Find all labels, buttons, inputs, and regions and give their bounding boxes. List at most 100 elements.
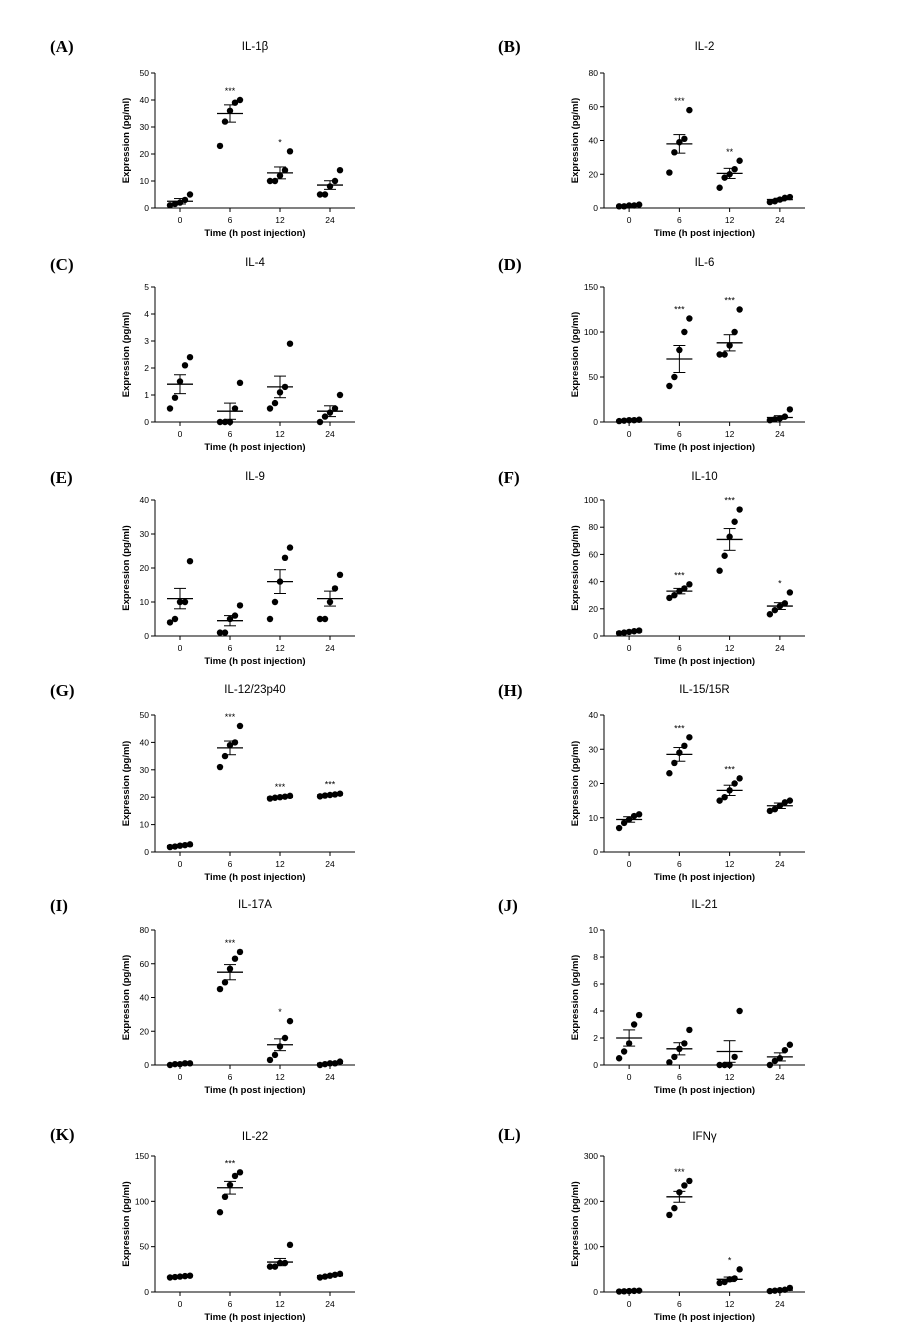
y-axis-label: Expression (pg/ml) <box>121 525 132 611</box>
x-tick-label: 12 <box>725 643 735 653</box>
data-point <box>181 598 189 606</box>
panel-title: IL-2 <box>695 41 715 53</box>
data-point <box>271 1263 279 1270</box>
y-tick-label: 100 <box>584 495 598 505</box>
significance-marker: *** <box>674 570 685 580</box>
y-axis-label: Expression (pg/ml) <box>121 955 132 1041</box>
data-point <box>671 149 678 156</box>
data-point <box>216 629 224 636</box>
data-point <box>635 1011 643 1019</box>
data-point <box>766 611 774 618</box>
y-tick-label: 20 <box>589 779 599 789</box>
x-tick-label: 6 <box>677 429 682 439</box>
data-point <box>686 581 693 588</box>
data-point <box>731 518 738 525</box>
panel-F: (F) IL-10 0 20 40 60 80 100 0 6 12 24 Time (h post i… <box>498 468 805 667</box>
panel-letter: (E) <box>50 468 73 487</box>
significance-marker: *** <box>225 86 236 96</box>
x-tick-label: 24 <box>775 643 785 653</box>
x-tick-label: 24 <box>775 429 785 439</box>
data-point <box>336 391 344 399</box>
panel-B: (B) IL-2 0 20 40 60 80 0 6 12 24 Time (h post injec… <box>498 37 805 239</box>
x-axis-label: Time (h post injection) <box>204 1085 305 1096</box>
significance-marker: *** <box>325 780 336 790</box>
data-point <box>721 552 728 559</box>
y-tick-label: 50 <box>140 710 150 720</box>
data-point <box>321 191 329 198</box>
data-point <box>635 627 643 634</box>
x-tick-label: 24 <box>325 1072 335 1082</box>
data-point <box>630 1021 638 1028</box>
panel-title: IL-9 <box>245 471 265 483</box>
data-point <box>630 812 638 820</box>
data-point <box>216 1209 224 1216</box>
y-tick-label: 3 <box>144 336 149 346</box>
data-point <box>171 615 179 623</box>
data-point <box>186 191 194 198</box>
x-tick-label: 0 <box>178 215 183 225</box>
panel-L: (L) IFNγ 0 100 200 300 0 6 12 24 Time (h post inje… <box>498 1125 805 1323</box>
data-point <box>731 780 738 787</box>
panel-letter: (C) <box>50 255 74 274</box>
data-point <box>286 544 294 551</box>
data-point <box>316 418 324 426</box>
x-tick-label: 6 <box>677 1299 682 1309</box>
data-point <box>731 1053 738 1061</box>
data-point <box>771 606 779 614</box>
x-tick-label: 6 <box>228 215 233 225</box>
x-axis-label: Time (h post injection) <box>204 1312 305 1323</box>
y-axis-label: Expression (pg/ml) <box>570 741 581 827</box>
data-point <box>281 1034 289 1042</box>
significance-marker: * <box>778 578 782 588</box>
data-point <box>781 1046 789 1054</box>
data-point <box>221 1193 229 1201</box>
data-point <box>331 405 339 412</box>
data-point <box>286 792 294 800</box>
y-tick-label: 20 <box>140 563 150 573</box>
x-tick-label: 0 <box>627 429 632 439</box>
significance-marker: *** <box>724 296 735 306</box>
data-point <box>186 1060 194 1067</box>
y-tick-label: 0 <box>144 847 149 857</box>
x-tick-label: 6 <box>677 643 682 653</box>
x-tick-label: 0 <box>178 1299 183 1309</box>
data-point <box>216 418 224 426</box>
panel-letter: (F) <box>498 468 520 487</box>
y-tick-label: 200 <box>584 1196 598 1206</box>
data-point <box>781 600 789 607</box>
y-axis-label: Expression (pg/ml) <box>121 98 132 184</box>
data-point <box>666 382 673 390</box>
data-point <box>316 615 324 623</box>
data-point <box>266 1056 274 1064</box>
data-point <box>766 198 774 206</box>
x-tick-label: 6 <box>228 1299 233 1309</box>
x-tick-label: 0 <box>178 1072 183 1082</box>
data-point <box>666 770 673 777</box>
data-point <box>731 328 738 336</box>
data-point <box>736 506 743 513</box>
data-point <box>766 417 774 424</box>
data-point <box>671 373 678 381</box>
panel-D: (D) IL-6 0 50 100 150 0 6 12 24 Time (h post injec… <box>498 255 805 453</box>
y-tick-label: 0 <box>144 631 149 641</box>
data-point <box>686 1026 693 1034</box>
x-axis-label: Time (h post injection) <box>204 872 305 883</box>
data-point <box>786 1041 794 1048</box>
data-point <box>781 799 789 806</box>
y-tick-label: 40 <box>589 577 599 587</box>
data-point <box>671 1204 678 1212</box>
data-point <box>286 148 294 155</box>
data-point <box>281 554 289 561</box>
x-tick-label: 12 <box>275 1299 285 1309</box>
data-point <box>766 807 774 815</box>
panel-letter: (B) <box>498 37 521 56</box>
data-point <box>786 406 794 413</box>
y-tick-label: 10 <box>140 176 150 186</box>
x-tick-label: 24 <box>775 215 785 225</box>
y-tick-label: 60 <box>140 959 150 969</box>
data-point <box>686 1177 693 1185</box>
y-tick-label: 4 <box>593 1006 598 1016</box>
